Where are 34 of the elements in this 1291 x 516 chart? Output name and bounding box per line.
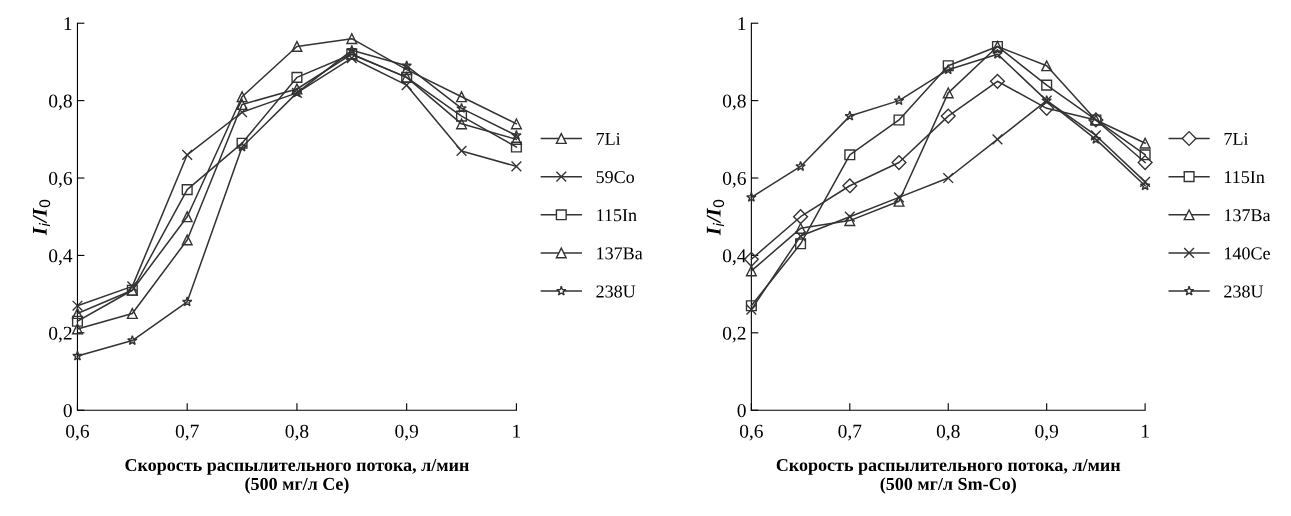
legend-label: 115In: [1225, 171, 1265, 184]
y-axis-title: I$_{i}$/I$_{0}$: [32, 199, 51, 236]
x-tick-label: 0,9: [395, 424, 419, 441]
y-tick-label: 1: [64, 17, 72, 30]
legend-label: 137Ba: [1225, 209, 1271, 222]
legend-label: 7Li: [1224, 132, 1249, 145]
x-tick-label: 1: [513, 424, 521, 438]
legend-label: 115In: [597, 209, 637, 222]
y-tick-label: 0: [63, 404, 72, 418]
y-tick-label: 0,6: [49, 171, 73, 188]
legend-label: 238U: [596, 285, 636, 298]
x-tick-label: 0,7: [838, 424, 862, 441]
x-tick-label: 0,9: [1035, 424, 1059, 441]
y-tick-label: 0,8: [722, 94, 746, 111]
legend-label: 137Ba: [597, 247, 643, 260]
y-tick-label: 0,2: [49, 326, 72, 343]
y-tick-label: 0,4: [49, 249, 73, 266]
y-tick-label: 0,2: [722, 326, 746, 343]
x-tick-label: 1: [1141, 424, 1149, 438]
legend-label: 7Li: [596, 132, 621, 145]
x-axis-title: Скорость распылительного потока, л/мин (500 мг/л Ce): [125, 458, 469, 494]
legend-label: 238U: [1224, 285, 1264, 298]
x-tick-label: 0,8: [285, 424, 309, 441]
y-tick-label: 1: [738, 17, 746, 30]
legend-label: 140Ce: [1225, 247, 1270, 260]
x-tick-label: 0,8: [936, 424, 960, 441]
x-tick-label: 0,7: [175, 424, 199, 441]
legend-label: 59Co: [596, 171, 635, 184]
y-tick-label: 0: [737, 404, 746, 418]
y-tick-label: 0,4: [722, 249, 747, 266]
y-axis-title: I$_{i}$/I$_{0}$: [706, 199, 725, 236]
y-tick-label: 0,6: [722, 171, 746, 188]
y-tick-label: 0,8: [49, 94, 72, 111]
x-axis-title: Скорость распылительного потока, л/мин (500 мг/л Sm-Co): [776, 458, 1121, 494]
